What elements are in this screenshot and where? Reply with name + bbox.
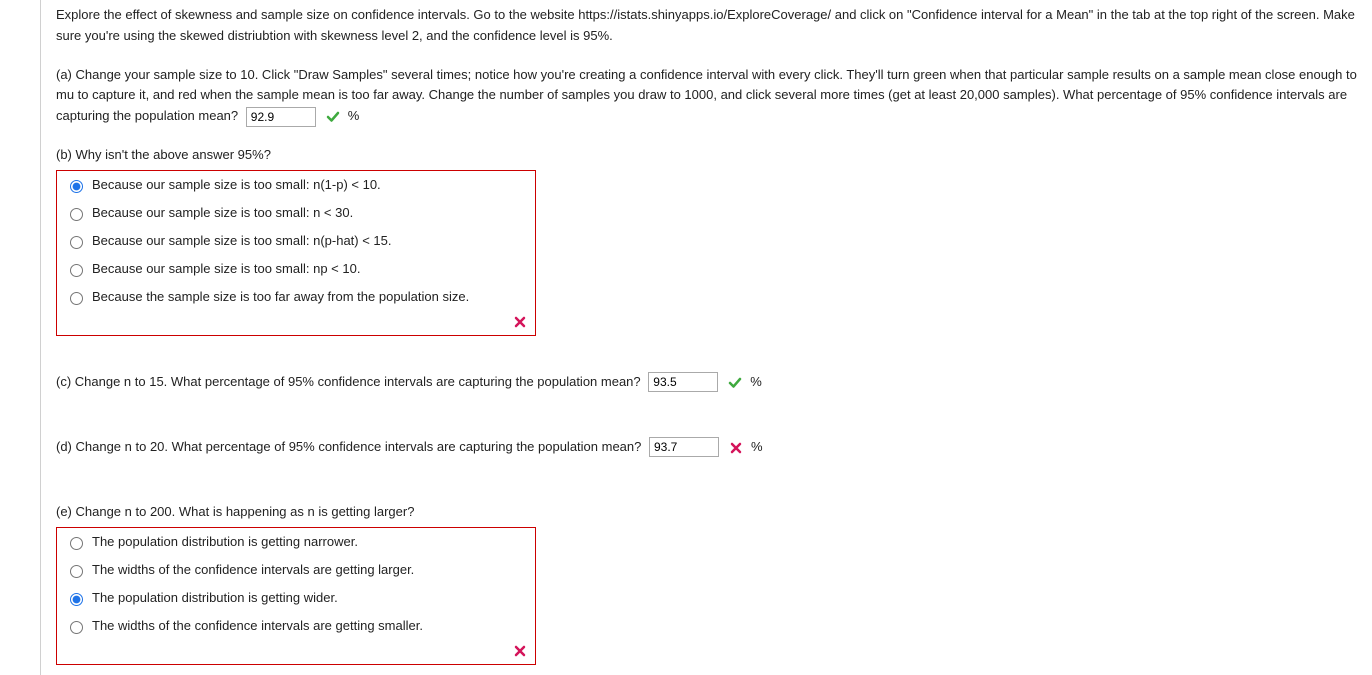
option-row[interactable]: Because our sample size is too small: n(… (57, 227, 535, 255)
part-e-prompt: (e) Change n to 200. What is happening a… (56, 502, 1362, 523)
option-row[interactable]: The widths of the confidence intervals a… (57, 612, 535, 640)
part-a-unit: % (348, 106, 360, 127)
part-c-input[interactable] (648, 372, 718, 392)
option-radio[interactable] (70, 180, 83, 193)
part-a-input[interactable] (246, 107, 316, 127)
part-b: (b) Why isn't the above answer 95%? Beca… (56, 145, 1362, 336)
option-radio[interactable] (70, 537, 83, 550)
option-radio[interactable] (70, 292, 83, 305)
option-label: Because our sample size is too small: np… (92, 261, 360, 276)
option-radio[interactable] (70, 236, 83, 249)
option-row[interactable]: Because our sample size is too small: np… (57, 255, 535, 283)
option-label: The population distribution is getting n… (92, 534, 358, 549)
part-b-options: Because our sample size is too small: n(… (56, 170, 536, 336)
part-d-input[interactable] (649, 437, 719, 457)
option-label: Because our sample size is too small: n(… (92, 177, 381, 192)
option-label: The widths of the confidence intervals a… (92, 618, 423, 633)
part-c-text: (c) Change n to 15. What percentage of 9… (56, 374, 641, 389)
x-icon (723, 437, 743, 458)
part-a: (a) Change your sample size to 10. Click… (56, 65, 1362, 128)
part-e-options: The population distribution is getting n… (56, 527, 536, 665)
option-radio[interactable] (70, 593, 83, 606)
option-radio[interactable] (70, 208, 83, 221)
option-row[interactable]: Because our sample size is too small: n … (57, 199, 535, 227)
option-label: Because our sample size is too small: n(… (92, 233, 392, 248)
option-row[interactable]: The population distribution is getting w… (57, 584, 535, 612)
option-label: Because the sample size is too far away … (92, 289, 469, 304)
option-row[interactable]: The population distribution is getting n… (57, 528, 535, 556)
option-feedback (57, 640, 535, 664)
part-d-unit: % (751, 437, 763, 458)
option-row[interactable]: Because the sample size is too far away … (57, 283, 535, 311)
part-e: (e) Change n to 200. What is happening a… (56, 502, 1362, 665)
option-row[interactable]: The widths of the confidence intervals a… (57, 556, 535, 584)
part-d: (d) Change n to 20. What percentage of 9… (56, 437, 1362, 458)
option-radio[interactable] (70, 565, 83, 578)
check-icon (722, 372, 742, 393)
option-feedback (57, 311, 535, 335)
part-b-prompt: (b) Why isn't the above answer 95%? (56, 145, 1362, 166)
option-radio[interactable] (70, 621, 83, 634)
option-label: The population distribution is getting w… (92, 590, 338, 605)
part-c-unit: % (750, 372, 762, 393)
option-label: Because our sample size is too small: n … (92, 205, 353, 220)
option-row[interactable]: Because our sample size is too small: n(… (57, 171, 535, 199)
intro-paragraph: Explore the effect of skewness and sampl… (56, 5, 1362, 47)
check-icon (320, 106, 340, 127)
option-label: The widths of the confidence intervals a… (92, 562, 414, 577)
part-d-text: (d) Change n to 20. What percentage of 9… (56, 439, 641, 454)
question-container: Explore the effect of skewness and sampl… (40, 0, 1372, 675)
option-radio[interactable] (70, 264, 83, 277)
part-c: (c) Change n to 15. What percentage of 9… (56, 372, 1362, 393)
